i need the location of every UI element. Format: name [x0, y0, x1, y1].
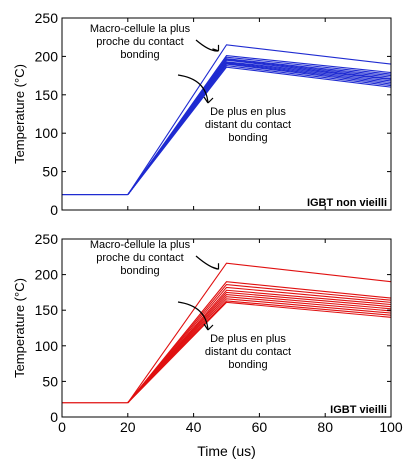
annotation-bottom-arrow: [177, 74, 209, 104]
annotation-bottom-arrowhead: [203, 323, 214, 331]
annotation-bottom-arrow: [177, 301, 209, 331]
series-line-12: [127, 66, 392, 195]
series-line-1: [127, 44, 392, 195]
y-tick-label: 50: [42, 164, 58, 180]
y-tick-label: 0: [50, 202, 58, 218]
annotation-top-arrowhead: [212, 263, 220, 270]
x-tick-label: 60: [252, 419, 268, 435]
x-tick-label: 0: [58, 419, 66, 435]
y-tick-label: 50: [42, 373, 58, 389]
x-axis-label: Time (us): [197, 443, 256, 459]
annotation-bottom-line: distant du contact: [205, 119, 291, 131]
annotation-top-arrow: [195, 255, 219, 270]
series-line-3: [127, 283, 392, 404]
y-tick-label: 0: [50, 409, 58, 425]
y-axis-label: Temperature (°C): [12, 278, 27, 378]
panel-label: IGBT non vieilli: [307, 197, 387, 209]
annotation-bottom-line: De plus en plus: [210, 106, 286, 118]
series-line-11: [127, 301, 392, 404]
annotation-top-line: proche du contact: [96, 252, 183, 264]
annotation-top-line: bonding: [120, 265, 159, 277]
annotation-bottom-line: De plus en plus: [210, 333, 286, 345]
y-tick-label: 150: [35, 302, 59, 318]
chart-panel-top: 0 50 100 150 200 250 Temperature (°C) IGBT non …: [12, 10, 392, 218]
annotation-bottom-line: distant du contact: [205, 346, 291, 358]
annotation-top-arrowhead: [212, 44, 220, 52]
chart-panel-bottom: 0 50 100 150 200 250 0 20 40 60 80 100 Temperature (…: [12, 231, 403, 459]
x-tick-label: 100: [379, 419, 403, 435]
panel-label: IGBT vieilli: [330, 404, 387, 416]
annotation-top-line: bonding: [120, 49, 159, 61]
annotation-top-line: Macro-cellule la plus: [90, 23, 191, 35]
y-tick-label: 150: [35, 87, 59, 103]
x-tick-label: 20: [120, 419, 136, 435]
plot-frame: [61, 17, 392, 211]
y-tick-label: 200: [35, 48, 59, 64]
series-line-1: [127, 262, 392, 404]
y-tick-label: 200: [35, 267, 59, 283]
y-tick-label: 100: [35, 125, 59, 141]
x-tick-label: 40: [186, 419, 202, 435]
annotation-top-line: Macro-cellule la plus: [90, 239, 191, 251]
annotation-bottom-line: bonding: [228, 132, 267, 144]
annotation-top-line: proche du contact: [96, 36, 183, 48]
y-tick-label: 250: [35, 10, 59, 26]
y-tick-label: 250: [35, 231, 59, 247]
y-tick-label: 100: [35, 338, 59, 354]
series-line-4: [127, 286, 392, 404]
y-axis-label: Temperature (°C): [12, 64, 27, 164]
plot-frame: [61, 238, 392, 418]
annotation-bottom-line: bonding: [228, 359, 267, 371]
x-tick-label: 80: [317, 419, 333, 435]
annotation-bottom-arrowhead: [203, 96, 214, 104]
series-line-2: [127, 281, 392, 404]
